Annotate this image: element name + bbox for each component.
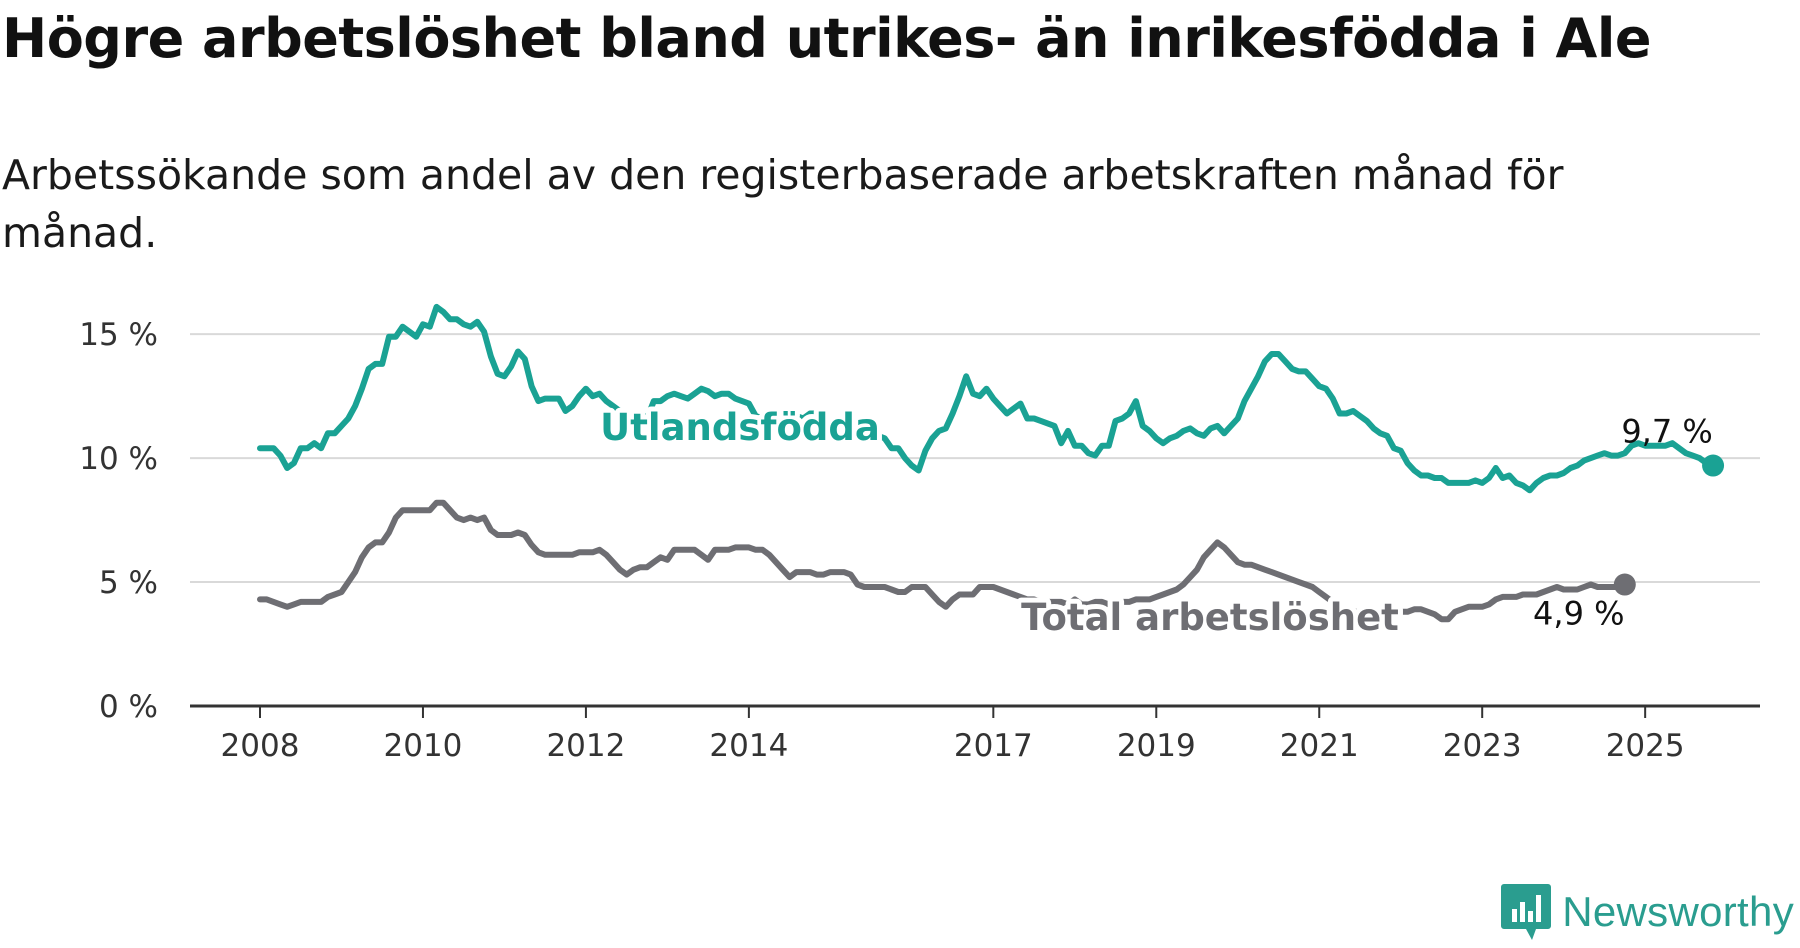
- series-name-label-0: Utlandsfödda: [600, 406, 880, 449]
- x-tick-label: 2021: [1280, 728, 1359, 764]
- series-end-label-0: 9,7 %: [1621, 413, 1712, 451]
- y-tick-label: 0 %: [99, 689, 158, 725]
- y-axis-ticks: 0 % 5 % 10 % 15 %: [79, 317, 158, 725]
- series-end-label-1: 4,9 %: [1533, 595, 1624, 633]
- series-lines: [257, 303, 1725, 623]
- x-tick-label: 2008: [221, 728, 300, 764]
- x-tick-label: 2012: [546, 728, 625, 764]
- x-tick-label: 2019: [1117, 728, 1196, 764]
- x-tick-label: 2014: [709, 728, 788, 764]
- series-labels: Utlandsfödda Total arbetslöshet 9,7 % 4,9 %: [595, 401, 1713, 644]
- x-axis: 2008 2010 2012 2014 2017 2019 2021 2023 2025: [190, 704, 1760, 764]
- x-tick-label: 2017: [954, 728, 1033, 764]
- chart-subtitle: Arbetssökande som andel av den registerb…: [2, 151, 1564, 257]
- gridlines: [190, 333, 1760, 584]
- y-tick-label: 5 %: [99, 565, 158, 601]
- x-tick-label: 2010: [384, 728, 463, 764]
- brand-logo: Newsworthy: [1500, 882, 1794, 942]
- series-line-0: [257, 303, 1717, 494]
- y-tick-label: 10 %: [79, 441, 158, 477]
- brand-name: Newsworthy: [1562, 888, 1794, 935]
- series-name-label-1: Total arbetslöshet: [1021, 596, 1399, 639]
- series-end-point-1: [1613, 573, 1636, 596]
- bar-chart-speech-bubble-icon: [1501, 884, 1552, 940]
- x-tick-label: 2025: [1606, 728, 1685, 764]
- series-line-1: [257, 499, 1628, 623]
- x-tick-label: 2023: [1443, 728, 1522, 764]
- y-tick-label: 15 %: [79, 317, 158, 353]
- chart-title: Högre arbetslöshet bland utrikes- än inr…: [2, 7, 1651, 70]
- series-end-point-0: [1702, 454, 1725, 477]
